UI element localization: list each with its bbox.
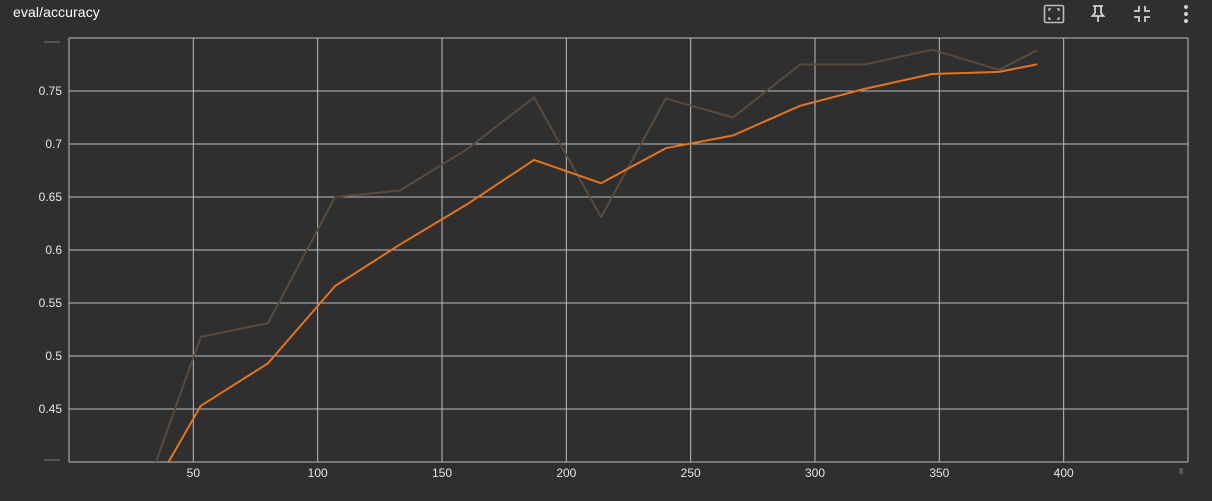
chart-title: eval/accuracy xyxy=(13,4,100,20)
x-tick-label: 350 xyxy=(929,466,949,480)
more-options-button[interactable] xyxy=(1174,2,1198,26)
series-line-smoothed xyxy=(167,63,1038,462)
faint-edge-ticks xyxy=(44,41,1183,474)
grid xyxy=(68,37,1189,463)
y-tick-label: 0.5 xyxy=(45,349,62,363)
x-axis: 50 100 150 200 250 300 350 400 xyxy=(187,466,1074,480)
pin-icon xyxy=(1090,5,1106,22)
y-tick-label: 0.6 xyxy=(45,243,62,257)
x-tick-label: 250 xyxy=(681,466,701,480)
y-tick-label: 0.7 xyxy=(45,137,62,151)
more-vert-icon xyxy=(1184,5,1188,23)
card-toolbar xyxy=(1022,2,1198,26)
y-tick-label: 0.75 xyxy=(39,84,63,98)
collapse-icon xyxy=(1134,6,1150,22)
x-tick-label: 300 xyxy=(805,466,825,480)
y-tick-label: 0.65 xyxy=(39,190,63,204)
pin-button[interactable] xyxy=(1086,2,1110,26)
y-axis: 0.45 0.5 0.55 0.6 0.65 0.7 0.75 xyxy=(39,84,63,416)
series xyxy=(155,48,1038,462)
x-tick-label: 100 xyxy=(308,466,328,480)
y-tick-faint-top xyxy=(44,41,60,43)
x-tick-label: 50 xyxy=(187,466,201,480)
y-tick-label: 0.45 xyxy=(39,402,63,416)
x-tick-label: 200 xyxy=(556,466,576,480)
fit-domain-button[interactable] xyxy=(1042,2,1066,26)
y-tick-label: 0.55 xyxy=(39,296,63,310)
x-tick-label: 150 xyxy=(432,466,452,480)
x-tick-faint-right xyxy=(1179,468,1183,474)
collapse-button[interactable] xyxy=(1130,2,1154,26)
series-line-raw xyxy=(155,48,1038,462)
x-tick-label: 400 xyxy=(1054,466,1074,480)
y-tick-faint-bottom xyxy=(44,459,60,461)
fit-domain-icon xyxy=(1043,4,1065,24)
